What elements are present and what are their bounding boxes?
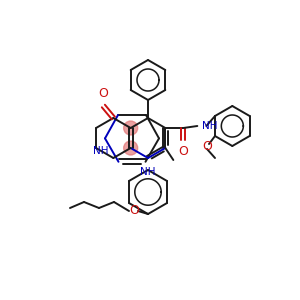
Circle shape [124, 121, 138, 135]
Text: NH: NH [202, 121, 218, 131]
Text: NH: NH [140, 167, 156, 177]
Text: O: O [129, 205, 139, 218]
Text: O: O [178, 145, 188, 158]
Text: NH: NH [93, 146, 109, 156]
Circle shape [124, 141, 138, 155]
Text: O: O [202, 140, 212, 152]
Text: O: O [98, 87, 108, 100]
